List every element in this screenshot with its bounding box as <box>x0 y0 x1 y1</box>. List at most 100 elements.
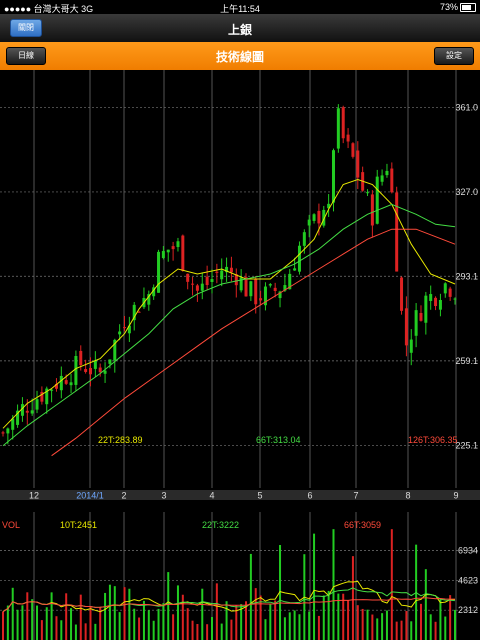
ma-value-label: 22T:283.89 <box>98 435 143 445</box>
settings-button[interactable]: 設定 <box>434 47 474 65</box>
chart-title: 技術線圖 <box>215 50 264 64</box>
volume-bar <box>89 606 92 640</box>
candle-body <box>74 356 78 385</box>
volume-bar <box>225 601 228 640</box>
candle-body <box>98 367 102 373</box>
volume-bar <box>308 611 311 640</box>
volume-bar <box>16 609 19 640</box>
candle-body <box>448 288 452 297</box>
volume-bar <box>347 599 350 640</box>
battery-percent: 73% <box>439 2 458 12</box>
volume-bar <box>454 609 456 640</box>
candle-body <box>205 276 209 286</box>
candle-body <box>152 287 156 297</box>
candle-body <box>453 298 457 300</box>
candle-body <box>380 175 384 182</box>
volume-bar <box>424 569 427 640</box>
candle-body <box>356 150 360 178</box>
candle-body <box>254 278 258 305</box>
chart-toolbar: 日線 技術線圖 設定 <box>0 42 480 70</box>
candle-body <box>395 192 399 272</box>
candle-body <box>166 249 170 253</box>
candle-body <box>103 370 107 374</box>
candle-body <box>443 283 447 294</box>
candle-body <box>278 291 282 299</box>
candle-body <box>438 299 442 310</box>
candle-body <box>268 284 272 286</box>
candle-body <box>88 367 92 375</box>
candle-body <box>69 382 73 386</box>
candle-body <box>293 268 297 271</box>
volume-bar <box>249 553 252 640</box>
volume-bar <box>332 529 335 640</box>
volume-bar <box>293 610 296 640</box>
candle-body <box>59 375 63 391</box>
volume-bar <box>108 584 111 640</box>
volume-bar <box>376 618 379 640</box>
price-tick-label: 259.1 <box>455 356 478 366</box>
volume-label: VOL <box>2 520 20 530</box>
volume-tick-label: 4623 <box>458 575 478 585</box>
volume-bar <box>259 595 262 640</box>
volume-bar <box>50 592 53 640</box>
candle-body <box>176 241 180 248</box>
volume-bar <box>152 620 155 640</box>
volume-bar <box>70 608 73 640</box>
candle-body <box>263 286 267 306</box>
candle-body <box>11 418 15 430</box>
candle-body <box>234 274 238 286</box>
volume-bar <box>186 608 189 640</box>
volume-bar <box>11 587 14 640</box>
candle-body <box>390 168 394 193</box>
candle-body <box>273 287 277 291</box>
volume-bar <box>94 623 97 640</box>
candle-body <box>35 399 39 410</box>
candle-body <box>259 298 263 301</box>
volume-bar <box>434 621 437 640</box>
close-button[interactable]: 關閉 <box>10 19 42 37</box>
ma-value-label: 126T:306.35 <box>408 435 458 445</box>
volume-bar <box>366 609 369 640</box>
candle-body <box>346 134 350 142</box>
volume-bar <box>84 623 87 640</box>
volume-bar <box>385 610 388 640</box>
volume-bar <box>240 604 243 640</box>
candle-body <box>229 267 233 273</box>
technical-chart[interactable]: 12 2014/1 2 3 4 5 6 7 8 9 361.0 327.0 293.1 259.1 225.… <box>0 70 480 640</box>
volume-ma66-line <box>2 597 455 613</box>
candle-body <box>6 428 10 434</box>
volume-bar <box>317 615 320 640</box>
candle-body <box>249 281 253 297</box>
candle-body <box>186 273 190 282</box>
volume-bar <box>245 601 248 640</box>
volume-ma10-line <box>2 580 456 613</box>
volume-bar <box>26 592 29 640</box>
volume-bar <box>395 621 398 640</box>
candle-body <box>210 279 214 282</box>
date-tick-label: 3 <box>161 491 166 501</box>
candle-body <box>307 219 311 226</box>
candle-body <box>40 391 44 402</box>
candle-body <box>283 285 287 291</box>
candle-body <box>385 170 389 176</box>
volume-bar <box>429 614 432 640</box>
candle-body <box>220 270 224 280</box>
ma126-line <box>51 228 456 457</box>
volume-bar <box>288 612 291 640</box>
candle-body <box>331 150 335 203</box>
volume-bar <box>6 605 9 640</box>
candle-body <box>404 308 408 346</box>
candle-body <box>25 410 29 413</box>
clock: 上午11:54 <box>220 4 260 14</box>
candle-body <box>200 283 204 291</box>
candle-body <box>327 203 331 209</box>
volume-bar <box>133 608 136 640</box>
volume-bar <box>21 605 24 640</box>
volume-bar <box>313 533 316 640</box>
volume-bar <box>74 624 77 640</box>
carrier-signal: ●●●●● 台灣大哥大 3G <box>4 4 94 14</box>
ma66-line <box>2 203 456 447</box>
period-button[interactable]: 日線 <box>6 47 46 65</box>
volume-bar <box>36 605 39 640</box>
price-tick-label: 225.1 <box>455 440 478 450</box>
